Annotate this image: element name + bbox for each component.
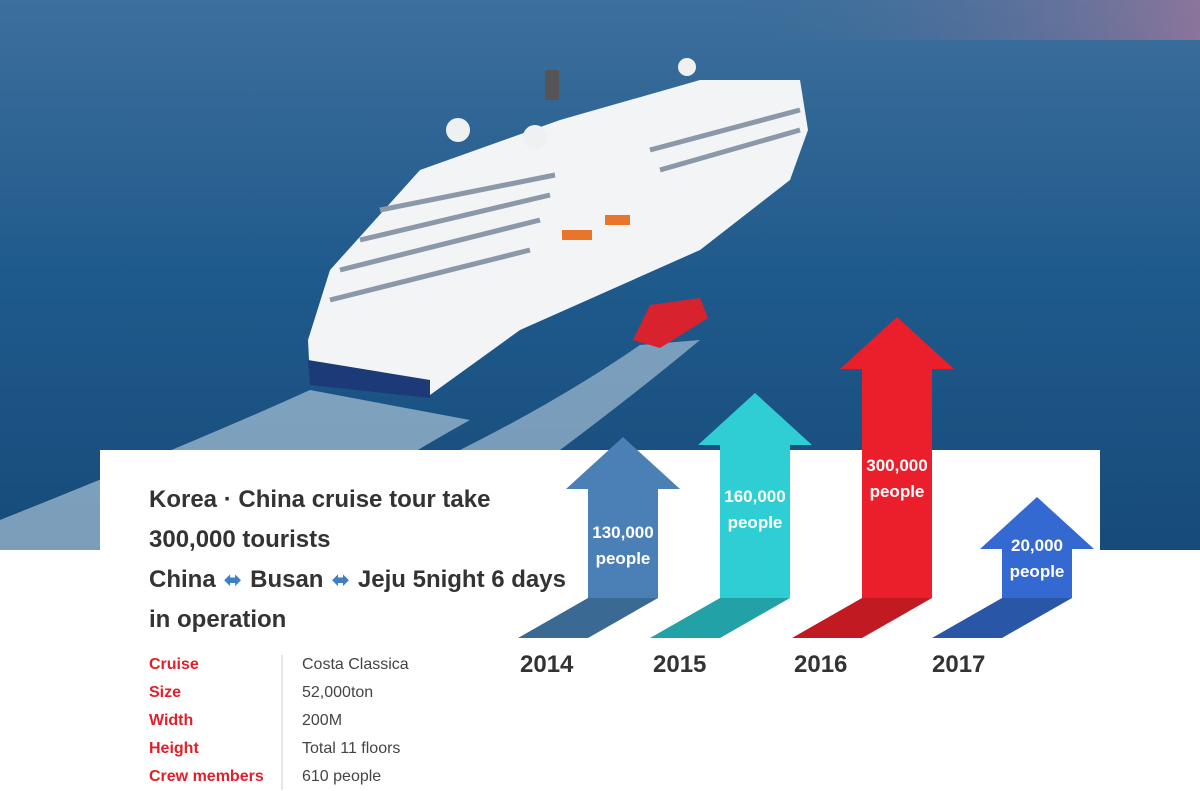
spec-value: 610 people	[302, 768, 382, 785]
place: China	[149, 566, 216, 593]
spec-value: Total 11 floors	[302, 740, 401, 757]
spec-value: Costa Classica	[302, 656, 409, 673]
arrow	[840, 317, 954, 598]
unit: people	[595, 549, 651, 568]
amount: 300,000	[866, 456, 928, 475]
spec-label: Width	[149, 712, 194, 729]
place: Busan	[250, 566, 324, 593]
spec-label: Cruise	[149, 656, 199, 673]
unit: people	[869, 482, 925, 501]
unit: people	[1009, 562, 1065, 581]
spec-label: Height	[149, 740, 199, 757]
route-arrow: ⬌	[223, 567, 243, 592]
cruise-ship	[308, 58, 808, 398]
arrow	[566, 437, 680, 598]
arrow	[980, 497, 1094, 598]
place: Jeju 5night 6 days	[357, 566, 566, 593]
wake	[460, 340, 700, 450]
headline-line: 300,000 tourists	[149, 526, 331, 553]
spec-label: Crew members	[149, 768, 264, 785]
headline-line: Korea · China cruise tour take	[149, 486, 491, 513]
arrow-base	[932, 598, 1072, 638]
tugboat	[633, 298, 708, 348]
year: 2015	[653, 651, 707, 678]
arrow-base	[792, 598, 932, 638]
amount: 130,000	[592, 523, 654, 542]
year: 2016	[794, 651, 848, 678]
headline-line: China ⬌ Busan ⬌ Jeju 5night 6 days	[149, 565, 566, 595]
spec-value: 200M	[302, 712, 343, 729]
route-arrow: ⬌	[331, 567, 350, 592]
arrow-base	[650, 598, 790, 638]
arrow	[698, 393, 812, 598]
amount: 160,000	[724, 487, 786, 506]
amount: 20,000	[1011, 536, 1063, 555]
year: 2014	[520, 651, 574, 678]
headline-line: in operation	[149, 606, 287, 633]
arrow-base	[518, 598, 658, 638]
spec-value: 52,000ton	[302, 684, 374, 701]
year: 2017	[932, 651, 986, 678]
unit: people	[727, 513, 783, 532]
horizon	[0, 0, 1200, 40]
spec-label: Size	[149, 684, 182, 701]
